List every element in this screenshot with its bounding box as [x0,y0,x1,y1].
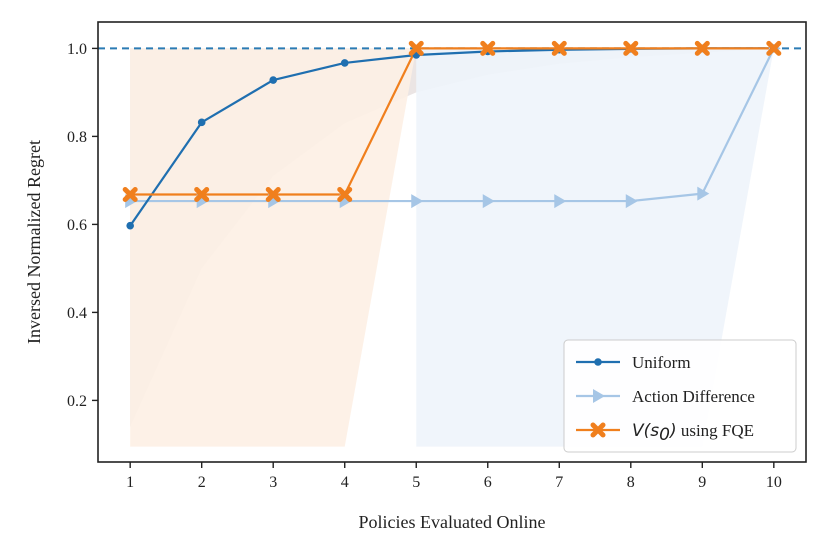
legend-marker-uniform [594,358,602,366]
x-tick-label-8: 8 [627,474,635,491]
point-action-difference-7 [554,194,567,209]
x-tick-label-3: 3 [269,474,277,491]
point-v-s0-using-fqe-4 [337,186,353,202]
y-tick-label-1.0: 1.0 [67,41,87,58]
y-axis-label: Inversed Normalized Regret [24,140,44,344]
x-tick-label-2: 2 [198,474,206,491]
legend-label-uniform: Uniform [632,353,691,372]
line-v-s0-using-fqe [130,47,774,196]
point-v-s0-using-fqe-9 [694,40,710,56]
point-v-s0-using-fqe-7 [551,40,567,56]
x-tick-label-4: 4 [341,474,349,491]
legend-box [563,339,797,453]
x-tick-label-5: 5 [412,474,420,491]
point-uniform-2 [197,118,206,127]
band-v-s0-using-fqe [130,48,774,447]
plot-area-frame [97,21,807,463]
legend-label-action-difference: Action Difference [632,387,755,406]
point-v-s0-using-fqe-10 [766,40,782,56]
point-uniform-3 [269,76,278,84]
y-tick-label-0.2: 0.2 [67,393,87,410]
series-lines [129,47,775,227]
point-action-difference-6 [482,194,495,209]
point-v-s0-using-fqe-2 [194,186,210,202]
point-uniform-1 [126,221,134,230]
x-tick-label-9: 9 [698,474,706,491]
point-action-difference-9 [697,186,710,201]
x-tick-label-1: 1 [126,474,134,491]
x-tick-label-10: 10 [766,474,782,491]
point-action-difference-8 [625,194,638,209]
legend-entry-action-difference: Action Difference [576,387,755,406]
line-action-difference [130,47,775,203]
legend-marker-v-s0-using-fqe [590,422,606,438]
legend-entry-uniform: Uniform [576,353,691,372]
point-v-s0-using-fqe-3 [265,186,281,202]
point-v-s0-using-fqe-1 [122,186,138,202]
x-axis-label: Policies Evaluated Online [359,512,546,532]
legend-marker-action-difference [593,389,605,403]
legend: Uniform Action Difference V(s0) using FQE [563,339,797,453]
x-tick-label-7: 7 [555,474,563,491]
y-tick-label-0.4: 0.4 [67,305,87,322]
y-tick-label-0.8: 0.8 [67,129,87,146]
point-uniform-4 [340,59,349,67]
point-v-s0-using-fqe-5 [408,40,424,56]
point-v-s0-using-fqe-8 [623,40,639,56]
series-markers [122,40,782,230]
point-action-difference-5 [411,194,424,209]
y-axis-ticks: 0.2 0.4 0.6 0.8 1.0 [67,41,98,410]
point-v-s0-using-fqe-6 [480,40,496,56]
y-tick-label-0.6: 0.6 [67,217,87,234]
legend-entry-v-s0-using-fqe: V(s0) using FQE [576,421,754,445]
x-axis-ticks: 1 2 3 4 5 6 7 8 9 10 [126,462,782,491]
x-tick-label-6: 6 [484,474,492,491]
legend-label-v-s0-using-fqe: V(s0) using FQE [632,421,754,445]
